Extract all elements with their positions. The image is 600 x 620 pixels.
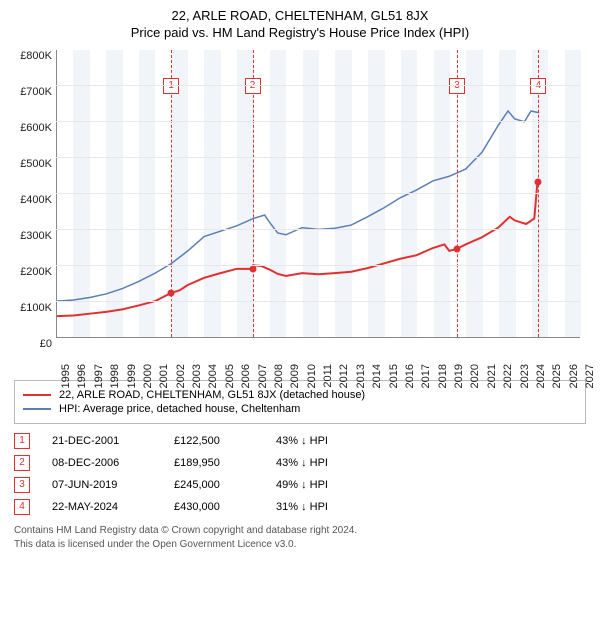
y-axis-label: £0 [10, 338, 52, 350]
y-axis-label: £200K [10, 266, 52, 278]
x-axis-label: 2011 [322, 364, 334, 388]
marker-dot [535, 179, 542, 186]
sales-marker: 1 [14, 433, 30, 449]
marker-number: 1 [163, 78, 179, 94]
x-axis-label: 2020 [469, 364, 481, 388]
legend-item: 22, ARLE ROAD, CHELTENHAM, GL51 8JX (det… [23, 389, 577, 401]
y-axis-label: £400K [10, 194, 52, 206]
x-axis-label: 2008 [273, 364, 285, 388]
y-axis-label: £500K [10, 158, 52, 170]
gridline [56, 157, 580, 158]
marker-dot [249, 265, 256, 272]
sales-date: 07-JUN-2019 [52, 479, 152, 491]
gridline [56, 85, 580, 86]
series-property [57, 183, 537, 316]
legend-swatch [23, 408, 51, 410]
x-axis-label: 2005 [224, 364, 236, 388]
x-axis-label: 2003 [191, 364, 203, 388]
x-axis-label: 2025 [551, 364, 563, 388]
sales-row: 4 22-MAY-2024 £430,000 31% ↓ HPI [14, 496, 586, 518]
series-hpi [57, 111, 539, 301]
x-axis-label: 2014 [371, 364, 383, 388]
x-axis-label: 2002 [175, 364, 187, 388]
y-axis-label: £100K [10, 302, 52, 314]
x-axis-label: 2022 [502, 364, 514, 388]
x-axis-label: 2016 [404, 364, 416, 388]
x-axis-label: 2000 [142, 364, 154, 388]
sales-date: 21-DEC-2001 [52, 435, 152, 447]
x-axis-label: 2026 [568, 364, 580, 388]
x-axis-label: 2007 [257, 364, 269, 388]
x-axis-label: 2004 [207, 364, 219, 388]
x-axis-label: 2021 [486, 364, 498, 388]
gridline [56, 121, 580, 122]
x-axis-label: 1998 [109, 364, 121, 388]
x-axis-label: 2024 [535, 364, 547, 388]
y-axis-label: £700K [10, 86, 52, 98]
sales-diff: 43% ↓ HPI [276, 435, 366, 447]
sales-row: 1 21-DEC-2001 £122,500 43% ↓ HPI [14, 430, 586, 452]
sales-marker: 4 [14, 499, 30, 515]
legend-item: HPI: Average price, detached house, Chel… [23, 403, 577, 415]
marker-number: 3 [449, 78, 465, 94]
x-axis-label: 1995 [60, 364, 72, 388]
x-axis-label: 1997 [93, 364, 105, 388]
marker-number: 2 [245, 78, 261, 94]
sales-diff: 49% ↓ HPI [276, 479, 366, 491]
gridline [56, 265, 580, 266]
x-axis-label: 2018 [437, 364, 449, 388]
marker-dot [168, 289, 175, 296]
x-axis-label: 2023 [519, 364, 531, 388]
sales-date: 08-DEC-2006 [52, 457, 152, 469]
x-axis-label: 2019 [453, 364, 465, 388]
chart-area: 1 2 3 4 £0 £100K £200K £300K £400K £500K £600K £70… [10, 46, 590, 376]
sales-diff: 31% ↓ HPI [276, 501, 366, 513]
legend-label: 22, ARLE ROAD, CHELTENHAM, GL51 8JX (det… [59, 389, 365, 401]
sales-date: 22-MAY-2024 [52, 501, 152, 513]
sales-price: £245,000 [174, 479, 254, 491]
x-axis-label: 1996 [76, 364, 88, 388]
chart-title: 22, ARLE ROAD, CHELTENHAM, GL51 8JX [10, 8, 590, 23]
sales-diff: 43% ↓ HPI [276, 457, 366, 469]
x-axis-label: 2012 [338, 364, 350, 388]
sales-price: £189,950 [174, 457, 254, 469]
x-axis-label: 1999 [126, 364, 138, 388]
x-axis-label: 2017 [420, 364, 432, 388]
gridline [56, 229, 580, 230]
chart-subtitle: Price paid vs. HM Land Registry's House … [10, 25, 590, 40]
footnote: Contains HM Land Registry data © Crown c… [14, 524, 586, 551]
footnote-line: This data is licensed under the Open Gov… [14, 538, 586, 552]
sales-table: 1 21-DEC-2001 £122,500 43% ↓ HPI 2 08-DEC-200… [14, 430, 586, 518]
x-axis-label: 2015 [388, 364, 400, 388]
x-axis-label: 2027 [584, 364, 596, 388]
legend-swatch [23, 394, 51, 396]
sales-price: £122,500 [174, 435, 254, 447]
y-axis-label: £300K [10, 230, 52, 242]
page-container: 22, ARLE ROAD, CHELTENHAM, GL51 8JX Pric… [0, 0, 600, 559]
x-axis-label: 2009 [289, 364, 301, 388]
chart-titles: 22, ARLE ROAD, CHELTENHAM, GL51 8JX Pric… [10, 8, 590, 40]
sales-price: £430,000 [174, 501, 254, 513]
x-axis-label: 2010 [306, 364, 318, 388]
sales-row: 3 07-JUN-2019 £245,000 49% ↓ HPI [14, 474, 586, 496]
y-axis-label: £600K [10, 122, 52, 134]
plot-area: 1 2 3 4 [56, 50, 580, 338]
gridline [56, 193, 580, 194]
marker-dot [454, 245, 461, 252]
legend-label: HPI: Average price, detached house, Chel… [59, 403, 300, 415]
marker-number: 4 [530, 78, 546, 94]
x-axis-label: 2001 [158, 364, 170, 388]
sales-marker: 2 [14, 455, 30, 471]
footnote-line: Contains HM Land Registry data © Crown c… [14, 524, 586, 538]
x-axis-label: 2006 [240, 364, 252, 388]
gridline [56, 301, 580, 302]
y-axis-label: £800K [10, 50, 52, 62]
sales-marker: 3 [14, 477, 30, 493]
x-axis-label: 2013 [355, 364, 367, 388]
sales-row: 2 08-DEC-2006 £189,950 43% ↓ HPI [14, 452, 586, 474]
